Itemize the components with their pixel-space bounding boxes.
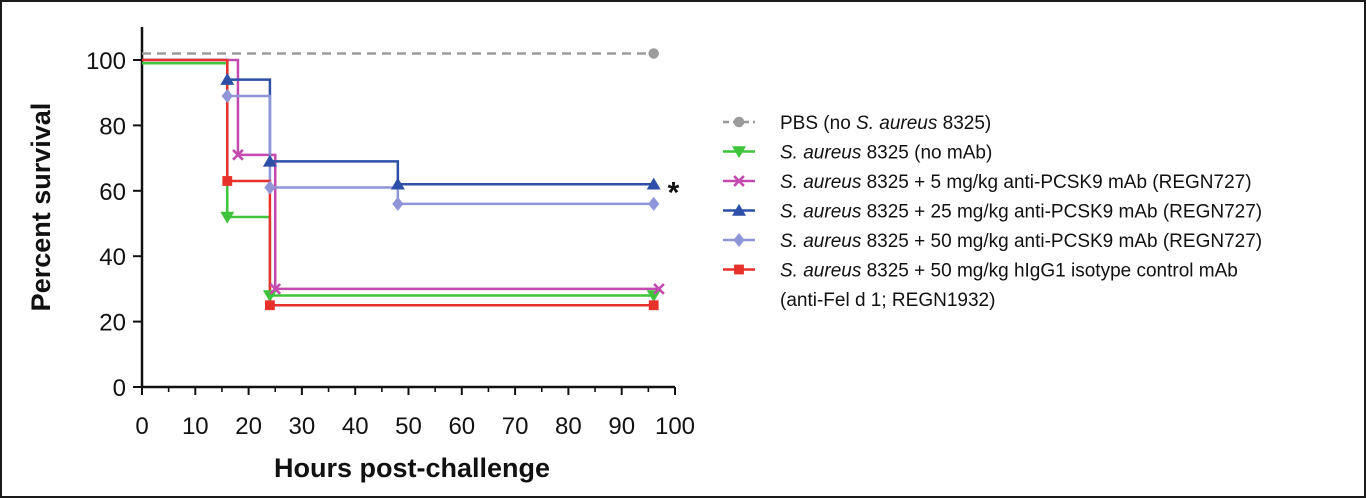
series-markers bbox=[220, 48, 665, 311]
data-point-marker bbox=[392, 196, 404, 211]
x-tick-label: 80 bbox=[555, 413, 582, 440]
axes: 0 10 20 30 40 50 60 70 80 90 100 0 20 40 60 80 100 bbox=[86, 27, 695, 440]
y-tick-label: 80 bbox=[99, 113, 126, 140]
legend-label-3: S. aureus 8325 + 25 mg/kg anti-PCSK9 mAb… bbox=[780, 202, 1262, 223]
legend-marker-2 bbox=[733, 175, 745, 187]
series-line-5 bbox=[142, 58, 654, 307]
x-tick-label: 40 bbox=[342, 413, 369, 440]
legend-label-5: S. aureus 8325 + 50 mg/kg hIgG1 isotype … bbox=[780, 261, 1238, 282]
data-point-marker bbox=[262, 290, 277, 303]
legend-label-4: S. aureus 8325 + 50 mg/kg anti-PCSK9 mAb… bbox=[780, 231, 1262, 252]
data-point-marker bbox=[220, 211, 235, 224]
y-tick-label: 20 bbox=[99, 310, 126, 337]
data-point-marker bbox=[646, 177, 661, 190]
series-line-2 bbox=[142, 58, 660, 291]
legend-label-2: S. aureus 8325 + 5 mg/kg anti-PCSK9 mAb … bbox=[780, 172, 1252, 193]
x-tick-label: 50 bbox=[395, 413, 422, 440]
x-tick-label: 10 bbox=[182, 413, 209, 440]
legend-marker-0 bbox=[733, 116, 745, 128]
x-tick-label: 30 bbox=[289, 413, 316, 440]
x-tick-label: 20 bbox=[235, 413, 262, 440]
legend-label-0: PBS (no S. aureus 8325) bbox=[780, 113, 991, 134]
y-tick-label: 40 bbox=[99, 244, 126, 271]
significance-asterisk: * bbox=[668, 176, 680, 209]
y-tick-label: 100 bbox=[86, 48, 126, 75]
data-point-marker bbox=[265, 300, 275, 311]
legend-label-5-line2: (anti-Fel d 1; REGN1932) bbox=[780, 290, 995, 311]
y-tick-label: 60 bbox=[99, 179, 126, 206]
data-point-marker bbox=[648, 48, 659, 59]
data-point-marker bbox=[222, 176, 233, 186]
legend-label-1: S. aureus 8325 (no mAb) bbox=[780, 143, 992, 164]
data-point-marker bbox=[262, 154, 277, 167]
data-point-marker bbox=[221, 88, 233, 103]
x-tick-label: 70 bbox=[502, 413, 529, 440]
data-point-marker bbox=[390, 177, 405, 190]
data-point-marker bbox=[269, 283, 282, 295]
y-axis-title: Percent survival bbox=[26, 103, 56, 312]
legend-marker-4 bbox=[733, 233, 745, 247]
data-point-marker bbox=[264, 180, 276, 195]
series-line-3 bbox=[142, 58, 654, 186]
legend: PBS (no S. aureus 8325) S. aureus 8325 (n… bbox=[723, 113, 1262, 311]
series-line-1 bbox=[142, 62, 654, 297]
data-point-marker bbox=[646, 290, 661, 303]
legend-marker-1 bbox=[732, 146, 746, 159]
data-point-marker bbox=[648, 196, 660, 211]
legend-marker-5 bbox=[734, 264, 744, 275]
data-point-marker bbox=[653, 283, 665, 295]
x-tick-label: 90 bbox=[608, 413, 635, 440]
data-point-marker bbox=[220, 72, 235, 85]
data-point-marker bbox=[648, 300, 659, 311]
legend-marker-3 bbox=[732, 203, 746, 216]
y-tick-label: 0 bbox=[113, 375, 126, 402]
x-tick-label: 60 bbox=[448, 413, 475, 440]
x-axis-title: Hours post-challenge bbox=[274, 453, 550, 483]
series-lines bbox=[142, 52, 660, 307]
x-tick-label: 0 bbox=[135, 413, 148, 440]
x-tick-label: 100 bbox=[655, 413, 695, 440]
data-point-marker bbox=[232, 149, 244, 161]
